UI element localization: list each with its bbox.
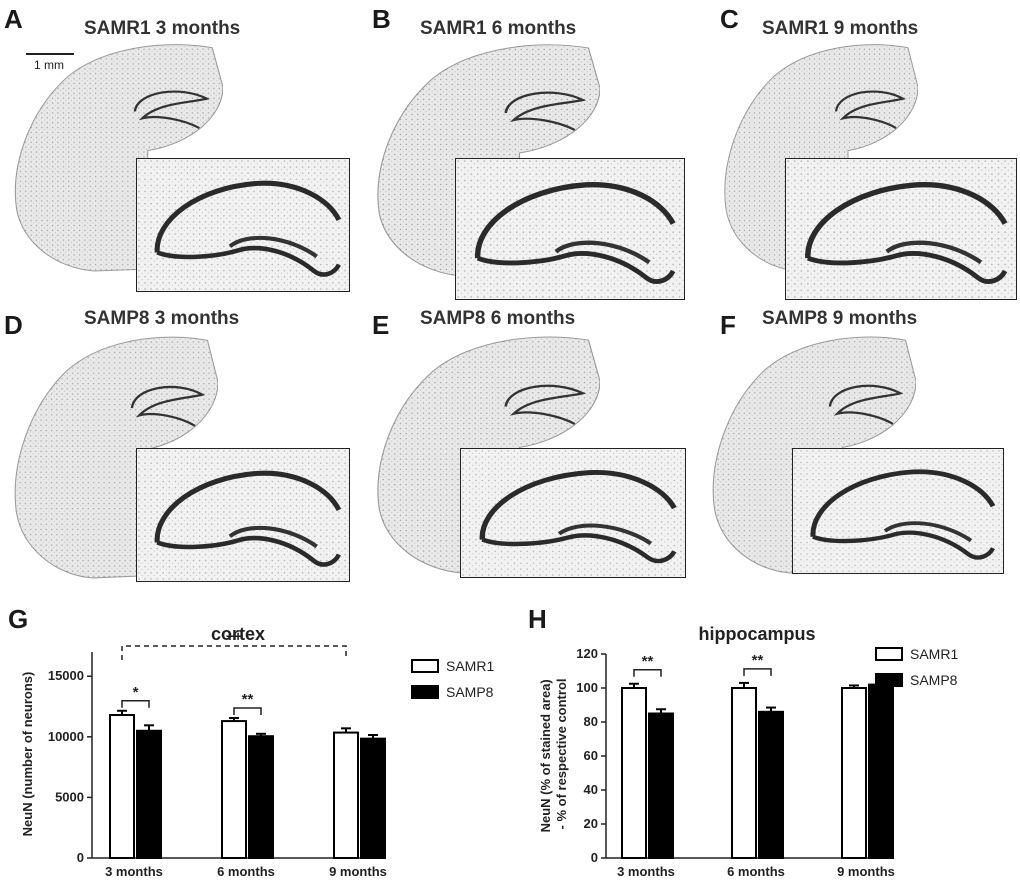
significance-bracket (633, 669, 662, 677)
scale-bar (26, 53, 74, 55)
significance-label: ** (242, 691, 254, 708)
panel-letter-e: E (372, 310, 390, 340)
panel-title: SAMP8 6 months (420, 308, 576, 329)
bar-samp8-6-months (248, 735, 274, 860)
significance-label: ++ (226, 628, 242, 644)
panel-title: SAMR1 9 months (762, 18, 919, 39)
y-tick-label: 40 (584, 782, 598, 797)
hippocampus-bar-chart: hippocampus NeuN (% of stained area) - %… (538, 624, 958, 879)
x-tick-label: 9 months (329, 864, 387, 879)
panel-title: SAMP8 3 months (84, 308, 240, 329)
legend-swatch-samp8 (875, 673, 903, 687)
chart-title: hippocampus (698, 624, 815, 644)
legend-swatch-samr1 (411, 659, 439, 673)
panel-title: SAMP8 9 months (762, 308, 918, 329)
significance-label: ** (642, 653, 654, 670)
y-axis-label: NeuN (% of stained area) - % of respecti… (538, 676, 569, 833)
bar-samr1-9-months (841, 687, 867, 859)
significance-bracket (121, 700, 150, 708)
panel-letter-g: G (8, 604, 29, 634)
panel-letter-f: F (720, 310, 736, 340)
x-tick-label: 6 months (217, 864, 275, 879)
bar-samp8-6-months (758, 710, 784, 859)
legend-swatch-samp8 (411, 685, 439, 699)
panel-letter-h: H (528, 604, 547, 634)
panel-letter-d: D (4, 310, 23, 340)
panel-title: SAMR1 6 months (420, 18, 577, 39)
brain-section-image (14, 44, 223, 272)
y-tick-label: 120 (576, 646, 598, 661)
significance-bracket (743, 668, 772, 676)
bar-samp8-3-months (648, 712, 674, 859)
legend-label-samp8: SAMP8 (910, 672, 958, 688)
significance-label: ** (752, 652, 764, 669)
bar-samp8-3-months (136, 729, 162, 859)
brain-section-image (724, 44, 918, 272)
legend-label-samr1: SAMR1 (910, 646, 958, 662)
bar-samr1-6-months (221, 720, 247, 859)
significance-bracket (233, 707, 262, 716)
hippocampus-inset-image (785, 158, 1017, 300)
hippocampus-inset-image (136, 158, 350, 292)
y-tick-label: 0 (591, 850, 598, 865)
legend-label-samp8: SAMP8 (446, 684, 494, 700)
y-tick-label: 80 (584, 714, 598, 729)
bar-samr1-3-months (621, 687, 647, 859)
panel-letter-a: A (4, 4, 23, 34)
bar-samr1-3-months (109, 714, 135, 859)
cortex-bar-chart: cortex NeuN (number of neurons) 0 5000 100… (20, 624, 494, 879)
panel-letter-b: B (372, 4, 391, 34)
bar-samr1-9-months (333, 731, 359, 859)
hippocampus-inset-image (792, 448, 1004, 574)
y-tick-label: 10000 (48, 729, 84, 744)
y-tick-label: 0 (77, 850, 84, 865)
panel-title: SAMR1 3 months (84, 18, 241, 39)
x-tick-label: 6 months (727, 864, 785, 879)
brain-section-image (14, 336, 218, 579)
significance-label: * (133, 684, 139, 701)
x-tick-label: 9 months (837, 864, 895, 879)
dashed-bracket (121, 645, 347, 660)
y-tick-label: 60 (584, 748, 598, 763)
x-tick-label: 3 months (105, 864, 163, 879)
bar-samr1-6-months (731, 687, 757, 859)
x-tick-label: 3 months (617, 864, 675, 879)
bar-samp8-9-months (868, 683, 894, 859)
y-tick-label: 20 (584, 816, 598, 831)
panel-letter-c: C (720, 4, 739, 34)
y-tick-label: 5000 (55, 789, 84, 804)
scale-bar-label: 1 mm (34, 58, 64, 72)
bar-samp8-9-months (360, 737, 386, 859)
legend-label-samr1: SAMR1 (446, 658, 494, 674)
legend-swatch-samr1 (875, 647, 903, 661)
chart-title: cortex (211, 624, 265, 644)
y-tick-label: 100 (576, 680, 598, 695)
hippocampus-inset-image (455, 158, 685, 300)
y-tick-label: 15000 (48, 668, 84, 683)
y-axis-label: NeuN (number of neurons) (20, 672, 35, 837)
hippocampus-inset-image (136, 448, 350, 582)
hippocampus-inset-image (460, 448, 686, 578)
